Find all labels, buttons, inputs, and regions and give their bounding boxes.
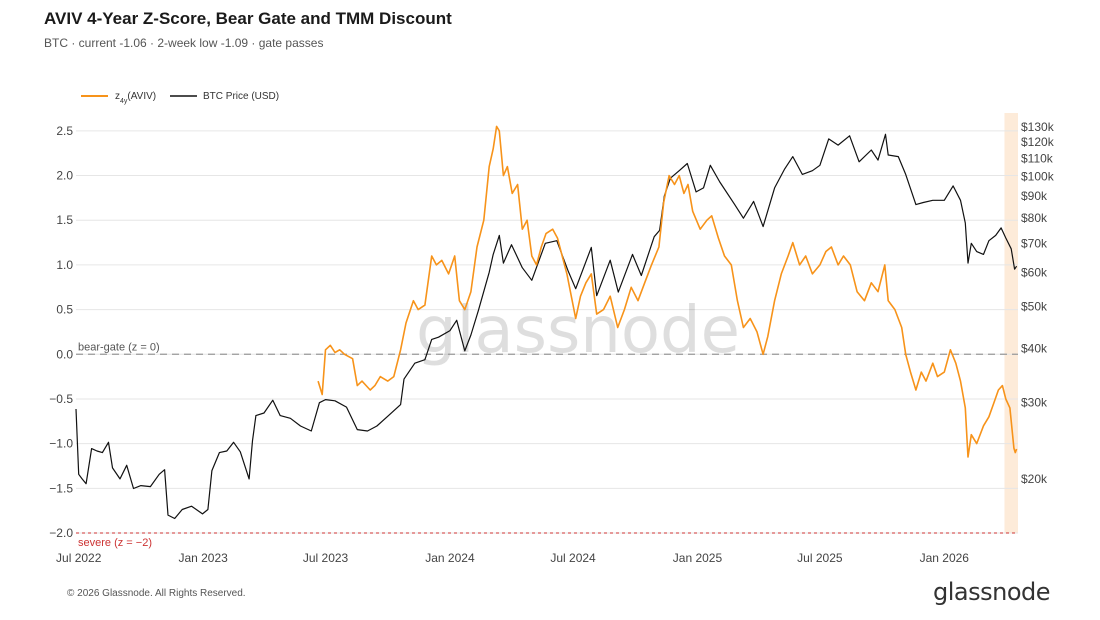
severe-label: severe (z = −2) (78, 537, 152, 549)
right-tick-label: $40k (1021, 342, 1048, 356)
series-line-z-score (317, 125, 1018, 458)
left-y-axis: 2.5 2.0 1.5 1.0 0.5 0.0 −0.5 −1.0 −1.5 −2.0 (49, 124, 73, 540)
right-tick-label: $20k (1021, 472, 1048, 486)
legend-label-btc-price: BTC Price (USD) (203, 91, 279, 102)
left-tick-label: 1.5 (56, 213, 73, 227)
right-y-axis: $130k$120k $110k $100k $90k $80k $70k $60k $50k… (1021, 120, 1055, 486)
bear-gate-label: bear-gate (z = 0) (78, 341, 160, 353)
legend[interactable]: z4y(AVIV) BTC Price (USD) (81, 91, 279, 105)
left-tick-label: 1.0 (56, 258, 73, 272)
right-tick-label: $80k (1021, 211, 1048, 225)
left-tick-label: 0.0 (56, 347, 73, 361)
legend-label-z-score: z4y(AVIV) (115, 91, 156, 105)
right-tick-label: $60k (1021, 265, 1048, 279)
x-tick-label: Jan 2024 (425, 551, 475, 565)
left-tick-label: 0.5 (56, 303, 73, 317)
x-tick-label: Jul 2022 (56, 551, 102, 565)
x-tick-label: Jul 2025 (797, 551, 843, 565)
left-tick-label: −1.0 (49, 437, 73, 451)
left-tick-label: 2.5 (56, 124, 73, 138)
right-tick-label: $30k (1021, 396, 1048, 410)
glassnode-logo[interactable]: glassnode (932, 578, 1051, 606)
right-tick-label: $130k (1021, 120, 1055, 134)
left-tick-label: −0.5 (49, 392, 73, 406)
copyright-text: © 2026 Glassnode. All Rights Reserved. (67, 588, 246, 599)
x-tick-label: Jan 2025 (673, 551, 723, 565)
x-tick-label: Jan 2023 (178, 551, 228, 565)
highlight-band (1004, 113, 1018, 533)
right-tick-label: $100k (1021, 169, 1055, 183)
right-tick-label: $110k (1021, 151, 1054, 165)
legend-z-main: z (115, 91, 120, 102)
right-tick-label: $90k (1021, 189, 1048, 203)
right-tick-label: $120k (1021, 135, 1055, 149)
right-tick-label: $70k (1021, 236, 1048, 250)
x-axis: Jul 2022 Jan 2023 Jul 2023 Jan 2024 Jul 2024… (56, 551, 969, 565)
x-tick-label: Jan 2026 (920, 551, 970, 565)
page-subtitle: BTC · current -1.06 · 2-week low -1.09 ·… (44, 36, 324, 50)
left-tick-label: 2.0 (56, 169, 73, 183)
series-line-btc-price (75, 133, 1018, 520)
x-tick-label: Jul 2023 (303, 551, 349, 565)
right-tick-label: $50k (1021, 300, 1048, 314)
legend-z-sub: 4y (120, 98, 128, 105)
left-tick-label: −1.5 (49, 481, 73, 495)
legend-z-suffix: (AVIV) (127, 91, 156, 102)
page-title: AVIV 4-Year Z-Score, Bear Gate and TMM D… (44, 9, 452, 28)
left-tick-label: −2.0 (49, 526, 73, 540)
x-tick-label: Jul 2024 (550, 551, 596, 565)
